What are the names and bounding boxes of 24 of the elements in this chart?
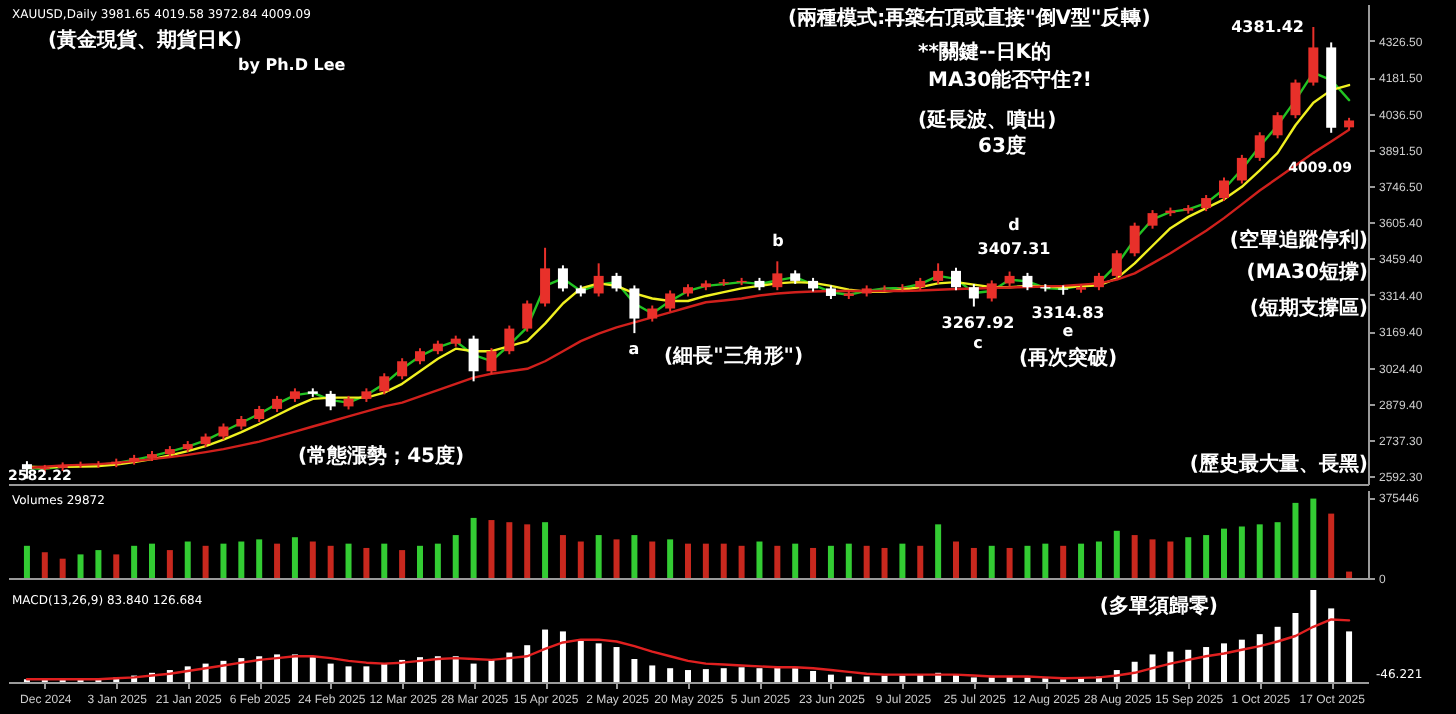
annotation: MA30能否守住?! xyxy=(928,68,1092,92)
annotation: (多單須歸零) xyxy=(1099,594,1218,618)
annotation: 3407.31 xyxy=(977,240,1052,258)
annotation: **關鍵--日K的 xyxy=(918,40,1052,64)
annotation: (歷史最大量、長黑) xyxy=(1189,452,1368,476)
annotation: (再次突破) xyxy=(1018,346,1118,370)
text: (黃金現貨、期貨日K) xyxy=(48,28,242,52)
annotation: 3314.83 xyxy=(1031,304,1105,322)
annotation: c xyxy=(973,334,984,352)
annotation: (兩種模式:再築右頂或直接"倒V型"反轉) xyxy=(788,6,1151,30)
annotation: (常態漲勢；45度) xyxy=(298,444,465,468)
annotation: (MA30短撐) xyxy=(1246,260,1368,284)
annotation: e xyxy=(1062,322,1075,340)
annotation: (細長"三角形") xyxy=(664,344,804,368)
annotation: b xyxy=(772,232,785,250)
annotation: a xyxy=(628,340,640,358)
annotation: (空單追蹤停利) xyxy=(1229,228,1368,252)
annotation: 63度 xyxy=(978,134,1026,158)
text: by Ph.D Lee xyxy=(238,56,347,74)
annotation: 4381.42 xyxy=(1231,18,1304,36)
annotation: (延長波、噴出) xyxy=(918,108,1057,132)
annotation: d xyxy=(1008,216,1021,234)
annotation: 3267.92 xyxy=(941,314,1015,332)
annotation: (短期支撐區) xyxy=(1249,296,1368,320)
